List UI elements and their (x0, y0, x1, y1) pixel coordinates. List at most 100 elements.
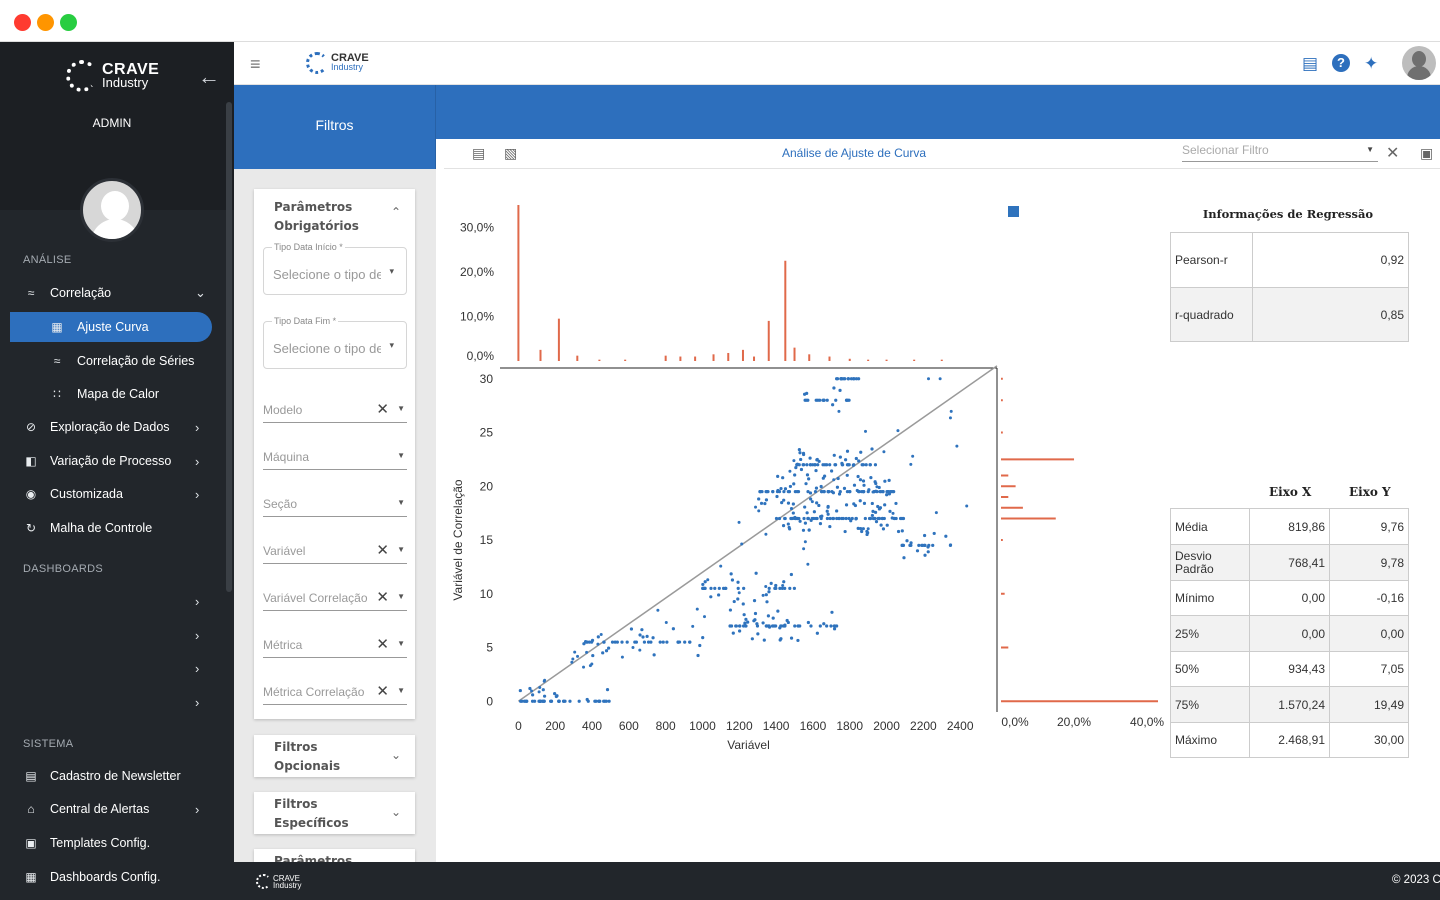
help-icon[interactable]: ? (1332, 54, 1350, 72)
menu-icon[interactable]: ≡ (250, 54, 261, 74)
maquina-select[interactable]: Máquina ▼ (263, 446, 407, 470)
nav-exploracao-dados[interactable]: ⊘ Exploração de Dados › (0, 412, 224, 442)
header-logo[interactable]: CRAVE Industry (306, 52, 369, 74)
stat-x: 1.570,24 (1249, 686, 1330, 723)
nav-label: Central de Alertas (50, 802, 150, 816)
user-avatar[interactable] (80, 178, 144, 242)
dropdown-arrow-icon: ▾ (389, 340, 394, 350)
nav-dashboard-1[interactable]: › (0, 586, 224, 616)
dropdown-arrow-icon: ▼ (1366, 145, 1374, 154)
regression-table: Pearson-r 0,92 r-quadrado 0,85 (1170, 232, 1409, 342)
nav-malha-controle[interactable]: ↻ Malha de Controle (0, 513, 224, 543)
nav-customizada[interactable]: ◉ Customizada › (0, 479, 224, 509)
stat-y: 30,00 (1329, 722, 1409, 758)
clear-icon[interactable]: ✕ (376, 683, 389, 700)
nav-mapa-calor[interactable]: ∷ Mapa de Calor (0, 379, 224, 409)
browser-titlebar (0, 0, 1440, 42)
field-label: Métrica Correlação (263, 685, 365, 699)
crave-logo-icon (306, 52, 328, 74)
table-row: 25% 0,00 0,00 (1170, 615, 1409, 652)
nav-label: Ajuste Curva (77, 320, 149, 334)
field-label: Variável (263, 544, 306, 558)
secao-select[interactable]: Seção ▼ (263, 493, 407, 517)
stat-label: Mínimo (1170, 580, 1250, 616)
collapse-sidebar-icon[interactable]: ← (198, 64, 220, 89)
minimize-window-icon[interactable] (37, 14, 54, 31)
specific-filters-card[interactable]: Filtros Específicos ⌄ (254, 792, 415, 834)
dropdown-arrow-icon: ▼ (397, 451, 405, 460)
clear-icon[interactable]: ✕ (376, 401, 389, 418)
nav-label: Correlação (50, 286, 112, 300)
params-title: Parâmetros (274, 854, 353, 862)
optional-filters-card[interactable]: Filtros Opcionais ⌄ (254, 735, 415, 777)
nav-cadastro-newsletter[interactable]: ▤ Cadastro de Newsletter (0, 761, 224, 791)
sidebar-scrollbar[interactable] (226, 102, 232, 592)
brand-name: CRAVE (273, 873, 300, 883)
nav-label: Malha de Controle (50, 521, 153, 535)
stat-label: Média (1170, 508, 1250, 545)
nav-dashboard-3[interactable]: › (0, 653, 224, 683)
nav-dashboard-4[interactable]: › (0, 687, 224, 717)
nav-correlacao-series[interactable]: ≈ Correlação de Séries (0, 346, 224, 376)
start-date-type-select[interactable]: Tipo Data Início * Selecione o tipo de ▾ (263, 242, 407, 295)
section-analysis: ANÁLISE (23, 254, 72, 266)
stat-label: Máximo (1170, 722, 1250, 758)
export-pdf-icon[interactable]: ▤ (472, 145, 486, 161)
variation-icon: ◧ (25, 454, 37, 468)
variavel-correlacao-select[interactable]: Variável Correlação ✕ ▼ (263, 587, 407, 611)
select-filter-dropdown[interactable]: Selecionar Filtro ▼ (1182, 142, 1378, 162)
crave-logo-icon (66, 60, 98, 92)
filters-header: Filtros (234, 85, 436, 169)
dropdown-arrow-icon: ▼ (397, 639, 405, 648)
specific-filters-title: Filtros Específicos (274, 797, 349, 830)
chat-icon[interactable]: ▤ (1302, 54, 1319, 73)
nav-variacao-processo[interactable]: ◧ Variação de Processo › (0, 446, 224, 476)
select-filter-placeholder: Selecionar Filtro (1182, 143, 1269, 157)
save-icon[interactable]: ▣ (1420, 145, 1434, 161)
export-image-icon[interactable]: ▧ (504, 145, 518, 161)
header-avatar[interactable] (1402, 46, 1436, 80)
table-row: Pearson-r 0,92 (1170, 232, 1409, 288)
chevron-down-icon: ⌄ (195, 285, 206, 300)
compass-icon: ⊘ (25, 420, 37, 434)
clear-icon[interactable]: ✕ (376, 589, 389, 606)
reg-label: Pearson-r (1170, 232, 1253, 288)
sidebar: CRAVE Industry ← ADMIN ANÁLISE ≈ Correla… (0, 42, 234, 900)
clear-icon[interactable]: ✕ (376, 542, 389, 559)
dropdown-arrow-icon: ▼ (397, 498, 405, 507)
required-params-title[interactable]: Parâmetros Obrigatórios (274, 200, 359, 233)
chevron-up-icon[interactable]: ⌃ (390, 205, 401, 219)
modelo-select[interactable]: Modelo ✕ ▼ (263, 399, 407, 423)
field-label: Máquina (263, 450, 310, 464)
nav-ajuste-curva[interactable]: ▦ Ajuste Curva (10, 312, 212, 342)
brand-subname: Industry (102, 75, 149, 90)
end-date-placeholder: Selecione o tipo de (273, 341, 381, 356)
start-date-label: Tipo Data Início * (272, 242, 345, 252)
metrica-select[interactable]: Métrica ✕ ▼ (263, 634, 407, 658)
end-date-type-select[interactable]: Tipo Data Fim * Selecione o tipo de ▾ (263, 316, 407, 369)
brand-subname: Industry (331, 62, 364, 72)
close-window-icon[interactable] (14, 14, 31, 31)
reg-value: 0,85 (1252, 287, 1409, 342)
template-icon: ▣ (25, 836, 37, 850)
crave-logo: CRAVE Industry (66, 60, 159, 92)
params-card[interactable]: Parâmetros (254, 849, 415, 862)
copyright: © 2023 C (1392, 874, 1440, 886)
loop-icon: ↻ (25, 521, 37, 535)
dropdown-arrow-icon: ▼ (397, 592, 405, 601)
nav-central-alertas[interactable]: ⌂ Central de Alertas › (0, 794, 224, 824)
collapse-fullscreen-icon[interactable]: ✦ (1364, 54, 1379, 73)
close-icon[interactable]: ✕ (1386, 145, 1400, 162)
chevron-right-icon: › (195, 486, 200, 502)
start-date-placeholder: Selecione o tipo de (273, 267, 381, 282)
nav-dashboards-config[interactable]: ▦ Dashboards Config. (0, 862, 224, 892)
footer-logo: CRAVE Industry (256, 874, 301, 889)
nav-label: Correlação de Séries (77, 354, 195, 368)
maximize-window-icon[interactable] (60, 14, 77, 31)
metrica-correlacao-select[interactable]: Métrica Correlação ✕ ▼ (263, 681, 407, 705)
nav-templates-config[interactable]: ▣ Templates Config. (0, 828, 224, 858)
nav-dashboard-2[interactable]: › (0, 620, 224, 650)
variavel-select[interactable]: Variável ✕ ▼ (263, 540, 407, 564)
clear-icon[interactable]: ✕ (376, 636, 389, 653)
nav-correlacao[interactable]: ≈ Correlação ⌄ (0, 278, 224, 308)
